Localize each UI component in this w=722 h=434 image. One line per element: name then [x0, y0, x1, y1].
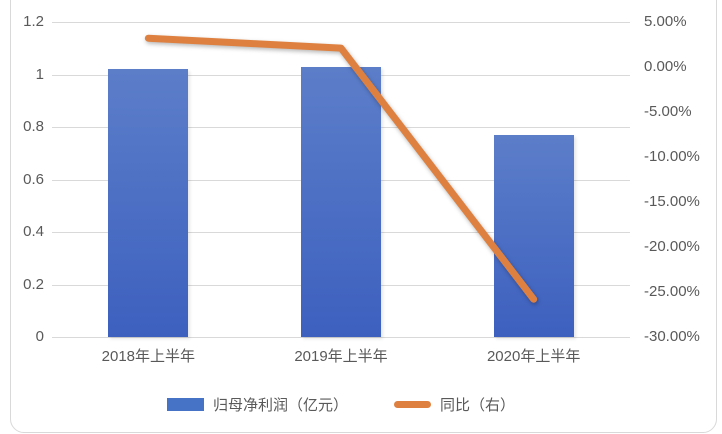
legend-item-bar: 归母净利润（亿元）	[166, 394, 348, 415]
legend-item-line: 同比（右）	[394, 394, 515, 415]
line-swatch-icon	[394, 400, 431, 408]
left-axis-tick: 1	[35, 65, 44, 83]
right-axis-tick: -10.00%	[644, 148, 700, 165]
left-axis-tick: 0.6	[23, 170, 44, 188]
x-axis-label: 2018年上半年	[101, 348, 196, 365]
bar-2019年上半年	[301, 66, 381, 337]
left-axis-tick: 0.4	[23, 223, 44, 240]
left-axis-tick: 0	[35, 328, 44, 345]
bar-2020年上半年	[493, 134, 574, 337]
right-axis-tick: 5.00%	[644, 13, 687, 30]
line-series	[144, 34, 538, 303]
left-axis-tick: 0.8	[23, 118, 44, 135]
x-axis-label: 2020年上半年	[486, 348, 581, 365]
left-axis-tick: 1.2	[23, 13, 44, 30]
yoy-line	[144, 34, 538, 303]
right-axis: 5.00% 0.00% -5.00% -10.00% -15.00% -20.00% -25…	[644, 0, 722, 434]
left-axis: 1.2 1 0.8 0.6 0.4 0.2 0	[0, 0, 44, 434]
right-axis-tick: -20.00%	[644, 238, 700, 255]
x-axis-label: 2019年上半年	[294, 348, 388, 365]
plot-area	[52, 22, 630, 338]
right-axis-tick: -25.00%	[644, 283, 700, 300]
x-axis: 2018年上半年 2019年上半年 2020年上半年	[52, 345, 630, 365]
gridline	[52, 337, 630, 338]
legend-label: 同比（右）	[440, 396, 516, 414]
bar-swatch-icon	[166, 397, 204, 411]
right-axis-tick: -30.00%	[644, 328, 700, 345]
right-axis-tick: -5.00%	[644, 103, 692, 120]
left-axis-tick: 0.2	[23, 275, 44, 293]
right-axis-tick: 0.00%	[644, 58, 687, 75]
legend: 归母净利润（亿元） 同比（右）	[52, 393, 630, 415]
bar-2018年上半年	[108, 69, 189, 337]
gridline	[52, 22, 630, 23]
legend-label: 归母净利润（亿元）	[212, 396, 348, 414]
right-axis-tick: -15.00%	[644, 193, 700, 210]
